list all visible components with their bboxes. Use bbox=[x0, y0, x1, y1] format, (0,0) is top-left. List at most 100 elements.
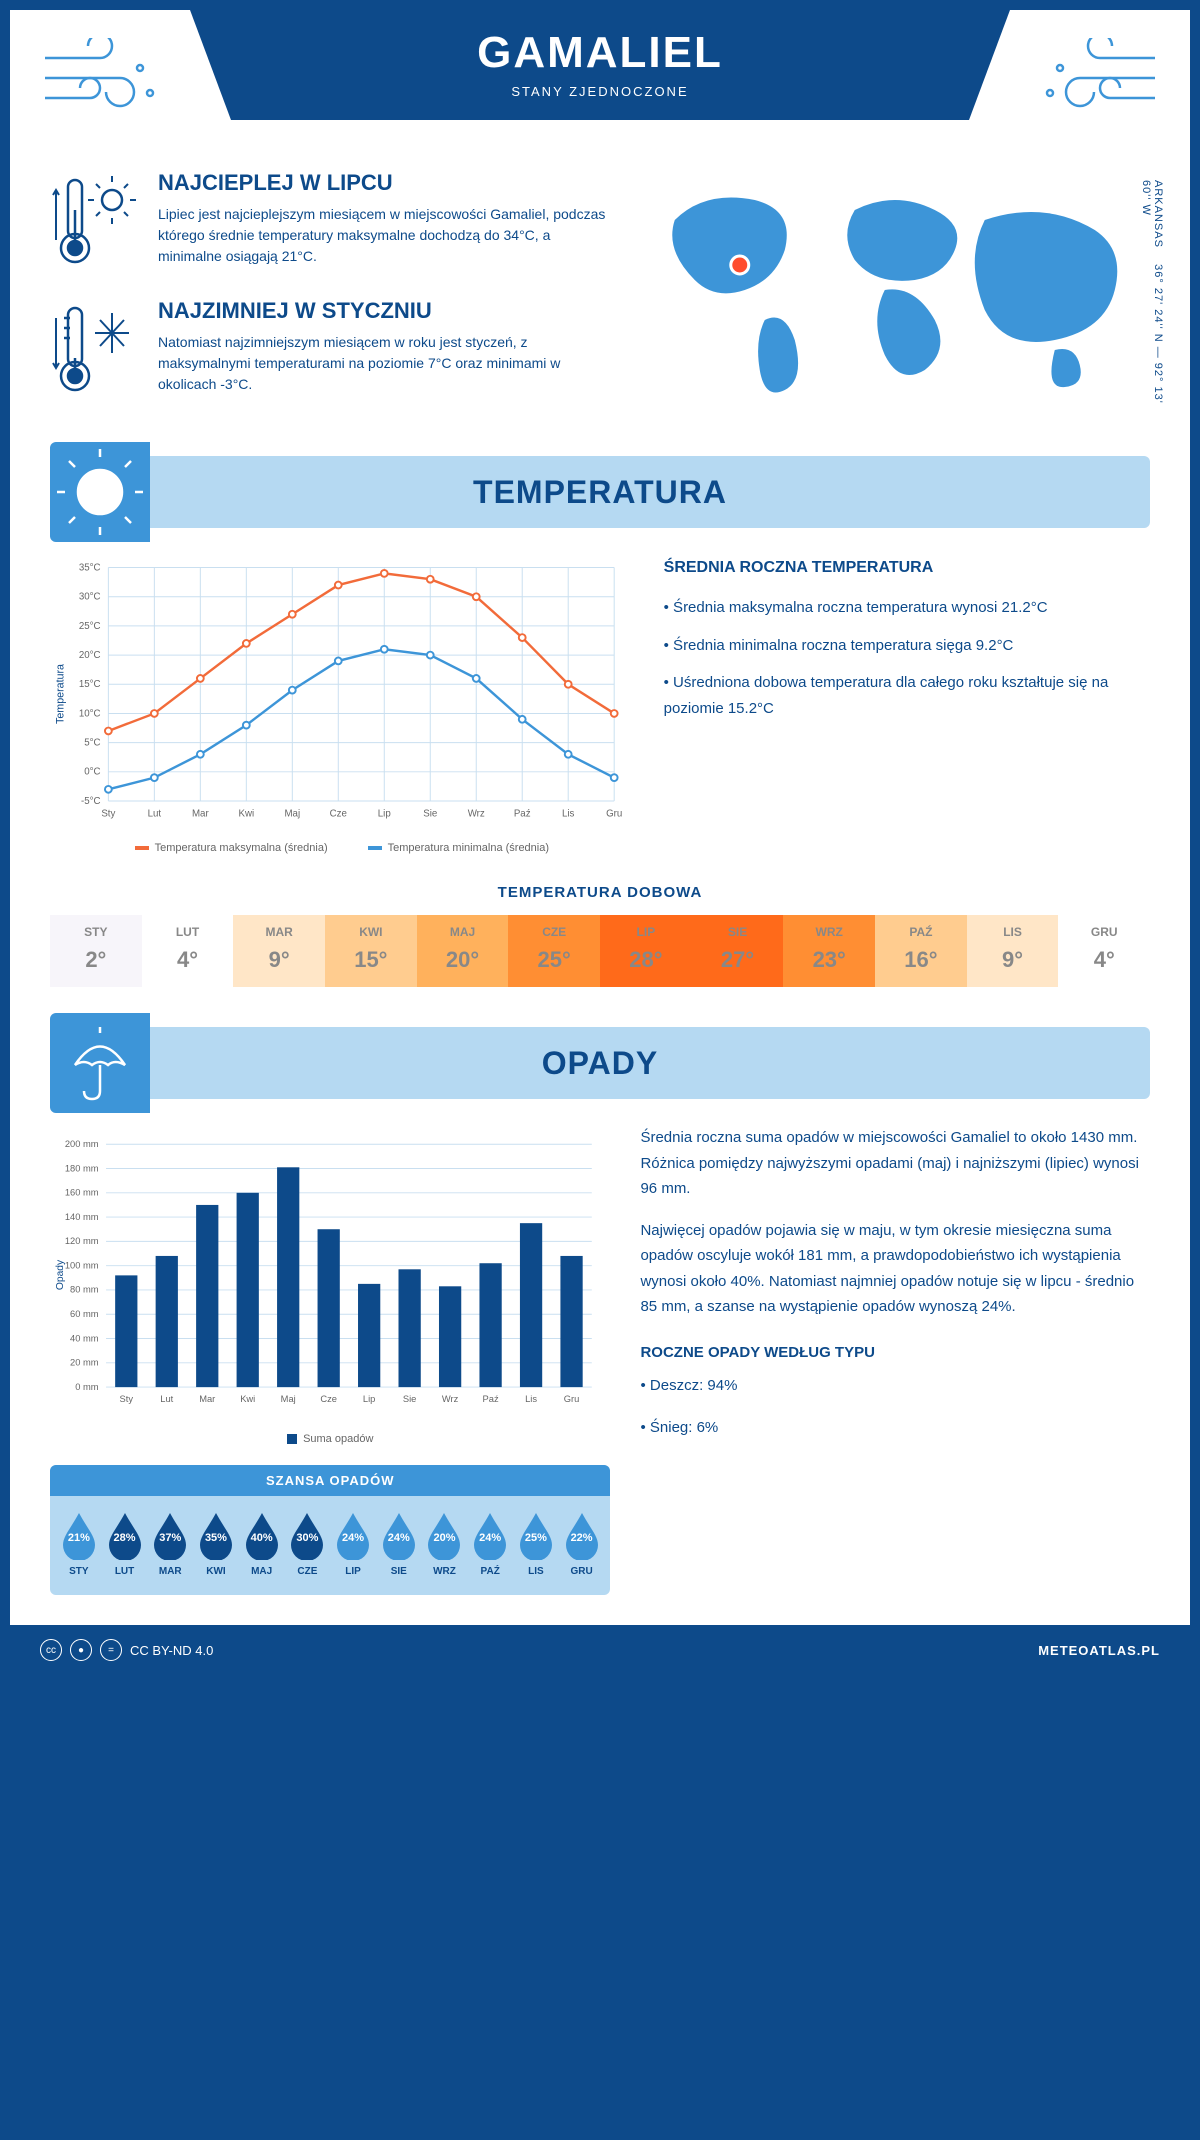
temperature-section-header: TEMPERATURA bbox=[50, 456, 1150, 528]
daily-cell: WRZ23° bbox=[783, 915, 875, 987]
world-map-icon bbox=[640, 170, 1150, 410]
hot-fact: NAJCIEPLEJ W LIPCU Lipiec jest najcieple… bbox=[50, 170, 610, 270]
svg-text:20°C: 20°C bbox=[79, 650, 101, 661]
rain-drop: 20%WRZ bbox=[422, 1510, 468, 1577]
svg-text:Mar: Mar bbox=[199, 1394, 215, 1404]
svg-text:Sty: Sty bbox=[101, 809, 115, 820]
svg-text:Maj: Maj bbox=[284, 809, 300, 820]
license: cc ● = CC BY-ND 4.0 bbox=[40, 1639, 213, 1661]
temp-bullet: • Średnia maksymalna roczna temperatura … bbox=[664, 595, 1150, 621]
header: GAMALIEL STANY ZJEDNOCZONE bbox=[10, 10, 1190, 150]
rain-drop: 25%LIS bbox=[513, 1510, 559, 1577]
svg-text:Kwi: Kwi bbox=[240, 1394, 255, 1404]
svg-text:120 mm: 120 mm bbox=[65, 1236, 99, 1246]
svg-text:200 mm: 200 mm bbox=[65, 1139, 99, 1149]
temperature-line-chart: -5°C0°C5°C10°C15°C20°C25°C30°C35°CStyLut… bbox=[50, 554, 634, 854]
daily-cell: KWI15° bbox=[325, 915, 417, 987]
rain-drop: 24%SIE bbox=[376, 1510, 422, 1577]
hot-title: NAJCIEPLEJ W LIPCU bbox=[158, 170, 610, 196]
rain-drop: 35%KWI bbox=[193, 1510, 239, 1577]
infographic-page: GAMALIEL STANY ZJEDNOCZONE NAJC bbox=[10, 10, 1190, 1675]
precipitation-summary: Średnia roczna suma opadów w miejscowośc… bbox=[640, 1125, 1150, 1595]
content: NAJCIEPLEJ W LIPCU Lipiec jest najcieple… bbox=[10, 150, 1190, 1625]
precipitation-section-header: OPADY bbox=[50, 1027, 1150, 1099]
coordinates: ARKANSAS 36° 27' 24'' N — 92° 13' 60'' W bbox=[1140, 180, 1164, 426]
svg-text:160 mm: 160 mm bbox=[65, 1188, 99, 1198]
map-column: ARKANSAS 36° 27' 24'' N — 92° 13' 60'' W bbox=[640, 170, 1150, 426]
rain-drop: 21%STY bbox=[56, 1510, 102, 1577]
svg-text:Opady: Opady bbox=[55, 1259, 66, 1290]
svg-text:Lut: Lut bbox=[160, 1394, 173, 1404]
daily-cell: MAJ20° bbox=[417, 915, 509, 987]
daily-cell: CZE25° bbox=[508, 915, 600, 987]
svg-text:Paź: Paź bbox=[483, 1394, 499, 1404]
daily-cell: PAŹ16° bbox=[875, 915, 967, 987]
svg-text:Paź: Paź bbox=[514, 809, 531, 820]
daily-cell: MAR9° bbox=[233, 915, 325, 987]
cc-icon: cc bbox=[40, 1639, 62, 1661]
svg-text:Lip: Lip bbox=[363, 1394, 375, 1404]
temp-bullet: • Średnia minimalna roczna temperatura s… bbox=[664, 633, 1150, 659]
svg-text:Lis: Lis bbox=[525, 1394, 537, 1404]
rain-type-bullet: • Deszcz: 94% bbox=[640, 1373, 1150, 1399]
svg-text:5°C: 5°C bbox=[84, 738, 100, 749]
facts-column: NAJCIEPLEJ W LIPCU Lipiec jest najcieple… bbox=[50, 170, 610, 426]
svg-text:40 mm: 40 mm bbox=[70, 1333, 99, 1343]
svg-text:Cze: Cze bbox=[320, 1394, 337, 1404]
rain-drop: 22%GRU bbox=[559, 1510, 605, 1577]
svg-text:80 mm: 80 mm bbox=[70, 1285, 99, 1295]
cold-title: NAJZIMNIEJ W STYCZNIU bbox=[158, 298, 610, 324]
chance-title: SZANSA OPADÓW bbox=[50, 1465, 610, 1496]
title-banner: GAMALIEL STANY ZJEDNOCZONE bbox=[190, 10, 1010, 120]
svg-text:15°C: 15°C bbox=[79, 679, 101, 690]
svg-text:10°C: 10°C bbox=[79, 708, 101, 719]
cold-text: Natomiast najzimniejszym miesiącem w rok… bbox=[158, 332, 610, 395]
temperature-summary: ŚREDNIA ROCZNA TEMPERATURA • Średnia mak… bbox=[664, 554, 1150, 854]
precipitation-body: 0 mm20 mm40 mm60 mm80 mm100 mm120 mm140 … bbox=[50, 1125, 1150, 1595]
svg-text:20 mm: 20 mm bbox=[70, 1358, 99, 1368]
rain-drop: 30%CZE bbox=[285, 1510, 331, 1577]
wind-icon bbox=[40, 38, 170, 118]
chance-drops-row: 21%STY28%LUT37%MAR35%KWI40%MAJ30%CZE24%L… bbox=[50, 1496, 610, 1583]
svg-text:140 mm: 140 mm bbox=[65, 1212, 99, 1222]
svg-text:60 mm: 60 mm bbox=[70, 1309, 99, 1319]
svg-text:Kwi: Kwi bbox=[238, 809, 254, 820]
daily-temp-title: TEMPERATURA DOBOWA bbox=[50, 884, 1150, 901]
sun-icon bbox=[50, 442, 150, 542]
daily-cell: SIE27° bbox=[692, 915, 784, 987]
svg-text:Temperatura: Temperatura bbox=[55, 664, 67, 724]
hot-text: Lipiec jest najcieplejszym miesiącem w m… bbox=[158, 204, 610, 267]
rain-legend: Suma opadów bbox=[50, 1433, 610, 1445]
brand: METEOATLAS.PL bbox=[1038, 1643, 1160, 1658]
svg-text:Lip: Lip bbox=[378, 809, 391, 820]
rain-drop: 37%MAR bbox=[147, 1510, 193, 1577]
rain-text: Średnia roczna suma opadów w miejscowośc… bbox=[640, 1125, 1150, 1202]
wind-icon bbox=[1030, 38, 1160, 118]
svg-text:Gru: Gru bbox=[606, 809, 622, 820]
svg-text:25°C: 25°C bbox=[79, 621, 101, 632]
svg-text:Sty: Sty bbox=[120, 1394, 134, 1404]
svg-text:Sie: Sie bbox=[403, 1394, 416, 1404]
temperature-body: -5°C0°C5°C10°C15°C20°C25°C30°C35°CStyLut… bbox=[50, 554, 1150, 854]
temp-legend: Temperatura maksymalna (średnia) Tempera… bbox=[50, 842, 634, 854]
daily-temp-row: STY2°LUT4°MAR9°KWI15°MAJ20°CZE25°LIP28°S… bbox=[50, 915, 1150, 987]
svg-text:-5°C: -5°C bbox=[81, 796, 101, 807]
by-icon: ● bbox=[70, 1639, 92, 1661]
daily-cell: LIS9° bbox=[967, 915, 1059, 987]
thermometer-sun-icon bbox=[50, 170, 140, 270]
intro-row: NAJCIEPLEJ W LIPCU Lipiec jest najcieple… bbox=[50, 170, 1150, 426]
temp-bullet: • Uśredniona dobowa temperatura dla całe… bbox=[664, 670, 1150, 721]
svg-text:180 mm: 180 mm bbox=[65, 1163, 99, 1173]
svg-text:Maj: Maj bbox=[281, 1394, 296, 1404]
svg-text:Gru: Gru bbox=[564, 1394, 580, 1404]
svg-text:30°C: 30°C bbox=[79, 592, 101, 603]
location-title: GAMALIEL bbox=[190, 28, 1010, 78]
rain-type-heading: ROCZNE OPADY WEDŁUG TYPU bbox=[640, 1340, 1150, 1366]
rain-drop: 28%LUT bbox=[102, 1510, 148, 1577]
svg-text:35°C: 35°C bbox=[79, 562, 101, 573]
precipitation-title: OPADY bbox=[150, 1045, 1150, 1082]
rain-type-bullet: • Śnieg: 6% bbox=[640, 1415, 1150, 1441]
daily-cell: GRU4° bbox=[1058, 915, 1150, 987]
footer: cc ● = CC BY-ND 4.0 METEOATLAS.PL bbox=[10, 1625, 1190, 1675]
rain-drop: 24%PAŹ bbox=[467, 1510, 513, 1577]
